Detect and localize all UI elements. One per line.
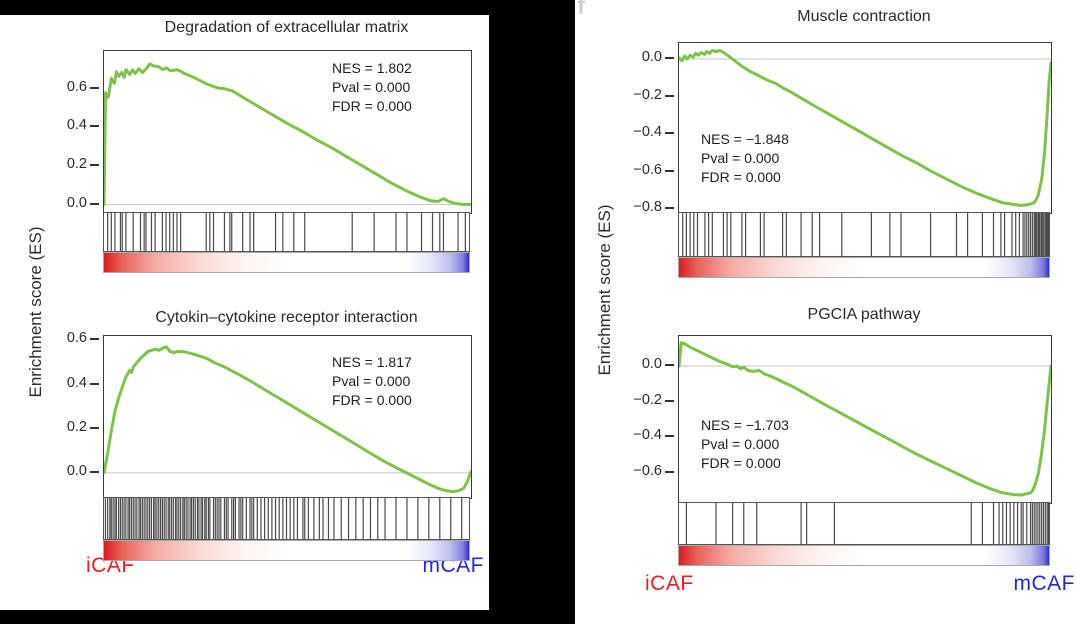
gsea-panel-muscle-contraction-title: Muscle contraction — [797, 8, 931, 25]
y-tick-mark — [665, 364, 674, 366]
gsea-panel-cytokine-receptor-title: Cytokin–cytokine receptor interaction — [155, 309, 418, 326]
es-curve-svg — [104, 62, 471, 206]
stat-pval: Pval = 0.000 — [701, 436, 780, 452]
stat-fdr: FDR = 0.000 — [701, 169, 781, 185]
gsea-figure-right: f Enrichment score (ES) iCAF mCAF Muscle… — [575, 0, 1080, 624]
panel-letter: f — [577, 0, 585, 20]
stat-pval: Pval = 0.000 — [332, 79, 411, 95]
y-tick-mark — [665, 132, 674, 135]
stat-nes: NES = 1.802 — [332, 60, 412, 76]
stat-pval: Pval = 0.000 — [701, 150, 780, 166]
gene-hits-strip — [678, 502, 1050, 545]
stat-pval: Pval = 0.000 — [332, 373, 411, 389]
es-curve-svg — [104, 345, 471, 494]
y-tick-label: 0.0 — [66, 194, 87, 211]
stats-block: NES = 1.802 Pval = 0.000 FDR = 0.000 — [332, 59, 412, 116]
y-axis-label: Enrichment score (ES) — [595, 204, 614, 376]
gene-hits-svg — [107, 213, 466, 251]
y-tick-label: −0.2 — [633, 391, 662, 408]
y-tick-mark — [665, 56, 674, 59]
icaf-label: iCAF — [645, 572, 694, 595]
y-tick-mark — [90, 202, 99, 205]
stat-nes: NES = −1.848 — [701, 131, 789, 147]
y-tick-mark — [665, 94, 674, 97]
y-tick-mark — [665, 471, 674, 474]
y-tick-label: −0.4 — [633, 124, 662, 141]
gene-hits-strip — [103, 212, 470, 252]
stats-block: NES = −1.848 Pval = 0.000 FDR = 0.000 — [701, 130, 789, 187]
rank-gradient-bar — [103, 540, 470, 561]
gene-hits-svg — [685, 503, 1049, 544]
y-tick-label: 0.4 — [66, 117, 87, 134]
y-tick-label: 0.6 — [66, 78, 87, 95]
es-plot-area — [103, 50, 472, 214]
y-tick-mark — [90, 426, 99, 429]
stat-fdr: FDR = 0.000 — [332, 98, 412, 114]
y-tick-label: 0.2 — [66, 418, 87, 435]
y-tick-mark — [90, 163, 99, 166]
es-plot-area — [678, 335, 1052, 504]
y-tick-mark — [90, 470, 99, 473]
y-tick-label: −0.6 — [633, 161, 662, 178]
y-tick-mark — [90, 382, 99, 385]
y-tick-mark — [665, 169, 674, 172]
stats-block: NES = 1.817 Pval = 0.000 FDR = 0.000 — [332, 353, 412, 410]
y-tick-label: 0.4 — [66, 374, 87, 391]
es-plot-area — [103, 335, 472, 499]
stat-nes: NES = −1.703 — [701, 417, 789, 433]
y-tick-mark — [665, 435, 674, 438]
es-curve-svg — [679, 49, 1051, 207]
stat-fdr: FDR = 0.000 — [332, 392, 412, 408]
y-tick-label: 0.0 — [641, 48, 662, 65]
gsea-panel-degradation-ecm-title: Degradation of extracellular matrix — [164, 19, 409, 36]
mcaf-label: mCAF — [1013, 572, 1075, 595]
y-tick-mark — [665, 399, 674, 402]
rank-gradient-bar — [103, 252, 470, 273]
gene-hits-strip — [103, 497, 470, 540]
es-curve-svg — [679, 341, 1051, 497]
stat-fdr: FDR = 0.000 — [701, 455, 781, 471]
y-tick-label: 0.0 — [66, 462, 87, 479]
y-tick-label: 0.6 — [66, 330, 87, 347]
y-tick-label: 0.0 — [641, 356, 662, 372]
y-tick-mark — [90, 86, 99, 89]
stat-nes: NES = 1.817 — [332, 354, 412, 370]
rank-gradient-bar — [678, 257, 1050, 278]
y-tick-label: −0.8 — [633, 199, 662, 216]
y-tick-label: −0.4 — [633, 427, 662, 444]
es-plot-area — [678, 42, 1052, 214]
gsea-figure-left: Enrichment score (ES) iCAF mCAF Degradat… — [0, 15, 489, 610]
y-tick-label: −0.6 — [633, 463, 662, 480]
y-tick-mark — [665, 207, 674, 210]
gene-hits-svg — [104, 498, 463, 539]
gsea-panel-pgcia-pathway-title: PGCIA pathway — [807, 306, 921, 323]
gene-hits-strip — [678, 212, 1050, 257]
stats-block: NES = −1.703 Pval = 0.000 FDR = 0.000 — [701, 416, 789, 473]
gene-hits-svg — [682, 213, 1049, 256]
y-tick-mark — [90, 338, 99, 341]
y-tick-label: 0.2 — [66, 155, 87, 172]
y-tick-label: −0.2 — [633, 86, 662, 103]
y-tick-mark — [90, 125, 99, 128]
rank-gradient-bar — [678, 545, 1050, 566]
